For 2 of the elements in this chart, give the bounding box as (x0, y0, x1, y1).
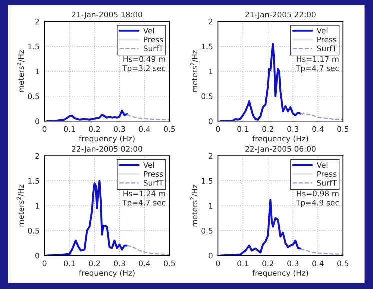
line-series (46, 110, 128, 122)
line-series (126, 245, 170, 256)
